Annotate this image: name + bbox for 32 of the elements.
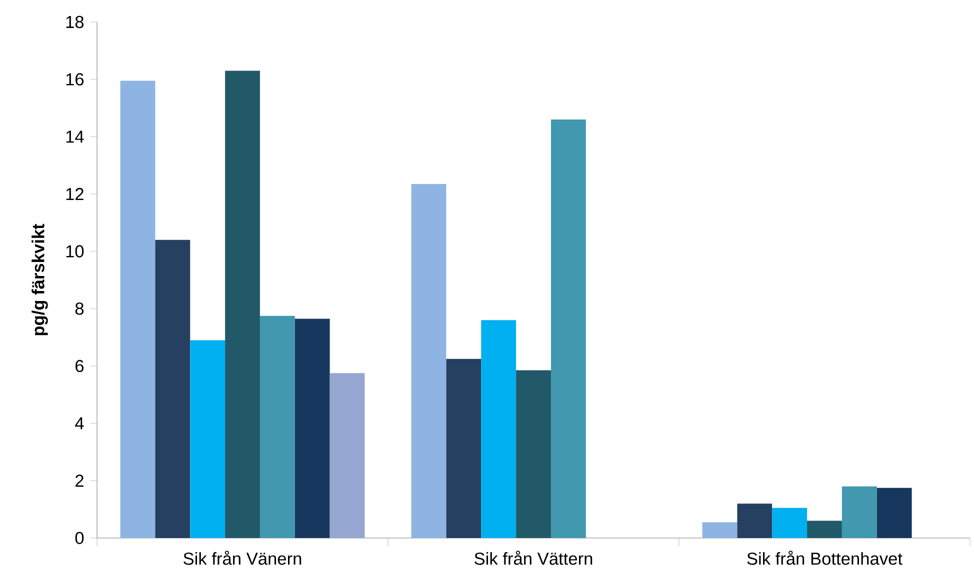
bar [516, 370, 551, 538]
y-tick-label: 14 [66, 130, 84, 143]
y-tick-label: 16 [66, 73, 84, 86]
y-axis-title: pg/g färskvikt [32, 224, 48, 336]
y-tick-label: 6 [76, 360, 84, 372]
x-tick-label: Sik från Bottenhavet [747, 550, 902, 565]
y-tick-label: 2 [76, 474, 84, 487]
y-tick-label: 10 [66, 245, 84, 258]
bar [190, 340, 226, 538]
y-tick-label: 8 [75, 302, 84, 315]
y-tick-label: 12 [66, 188, 84, 200]
bar [737, 504, 772, 538]
bar [550, 119, 586, 538]
bar [294, 318, 330, 538]
bar [260, 316, 295, 538]
bar [876, 488, 912, 538]
y-tick-label: 4 [75, 417, 84, 430]
x-tick-label: Sik från Vättern [474, 550, 592, 565]
y-tick-label: 18 [66, 16, 84, 28]
x-tick-label: Sik från Vänern [184, 550, 302, 565]
bar [807, 520, 842, 538]
bar [155, 240, 190, 538]
bar [120, 80, 156, 538]
bar [411, 184, 446, 538]
bar [702, 522, 738, 538]
bar [330, 373, 365, 538]
bar [842, 486, 877, 538]
bar [481, 320, 516, 538]
bar [772, 508, 808, 538]
y-tick-label: 0 [75, 532, 84, 544]
bar [446, 358, 482, 538]
bar [225, 70, 260, 538]
